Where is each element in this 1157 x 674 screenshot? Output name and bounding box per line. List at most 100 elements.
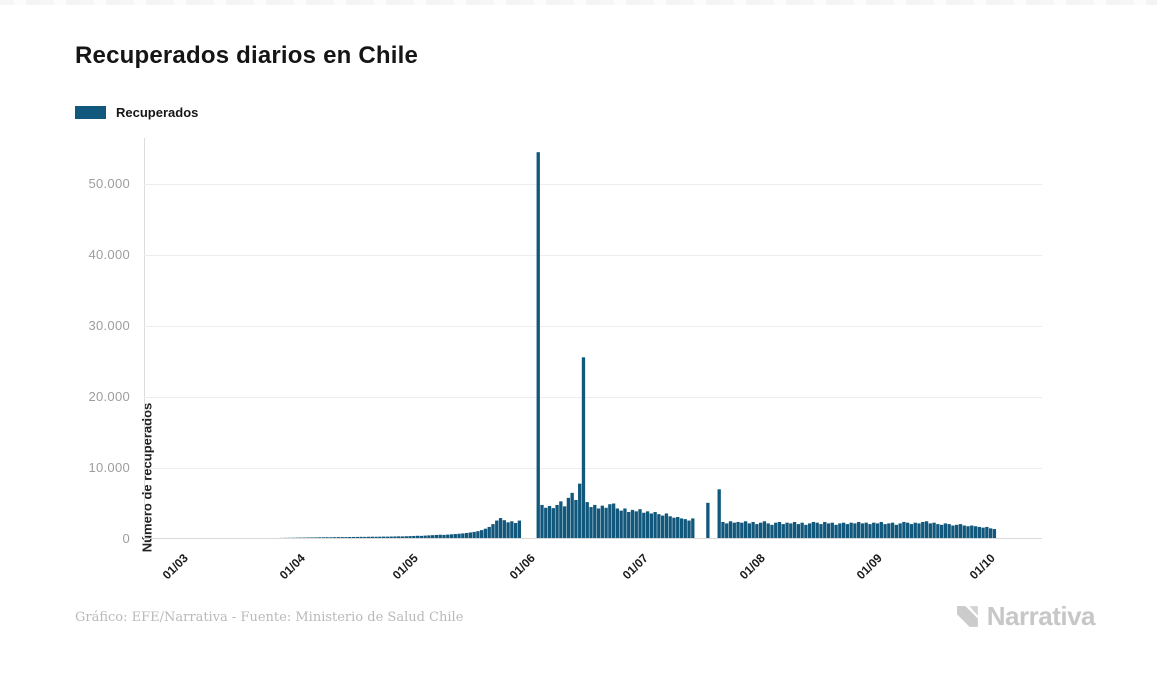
bar[interactable] xyxy=(781,524,785,539)
bar[interactable] xyxy=(378,536,382,539)
bar[interactable] xyxy=(943,523,948,539)
bar[interactable] xyxy=(517,520,522,539)
bar[interactable] xyxy=(860,523,865,539)
bar[interactable] xyxy=(955,524,959,539)
bar[interactable] xyxy=(645,511,650,539)
bar[interactable] xyxy=(464,532,469,539)
bar[interactable] xyxy=(634,511,638,539)
bar[interactable] xyxy=(434,534,439,539)
bar[interactable] xyxy=(774,522,778,539)
bar[interactable] xyxy=(879,521,883,539)
bar[interactable] xyxy=(540,504,544,539)
bar[interactable] xyxy=(736,521,740,539)
bar[interactable] xyxy=(562,506,567,539)
bar[interactable] xyxy=(906,522,910,539)
bar[interactable] xyxy=(476,531,480,539)
bar[interactable] xyxy=(928,523,932,539)
bar[interactable] xyxy=(676,517,680,539)
bar[interactable] xyxy=(890,522,895,539)
bar[interactable] xyxy=(921,521,925,539)
bar[interactable] xyxy=(393,536,397,539)
bar[interactable] xyxy=(725,523,729,539)
bar[interactable] xyxy=(792,521,797,539)
bar[interactable] xyxy=(672,517,676,539)
bar[interactable] xyxy=(427,535,431,539)
bar[interactable] xyxy=(811,521,816,539)
bar[interactable] xyxy=(849,522,853,539)
bar[interactable] xyxy=(442,534,446,539)
bar[interactable] xyxy=(894,524,899,539)
bar[interactable] xyxy=(351,536,356,539)
bar[interactable] xyxy=(483,528,488,539)
bar[interactable] xyxy=(985,526,989,539)
bar[interactable] xyxy=(755,524,759,539)
bar[interactable] xyxy=(453,534,457,539)
bar[interactable] xyxy=(740,522,744,539)
bar[interactable] xyxy=(898,523,902,539)
bar[interactable] xyxy=(796,524,801,539)
bar[interactable] xyxy=(808,523,812,539)
bar[interactable] xyxy=(668,516,672,539)
bar[interactable] xyxy=(883,524,887,539)
bar[interactable] xyxy=(578,483,582,539)
bar[interactable] xyxy=(366,536,371,539)
bar[interactable] xyxy=(660,515,665,539)
bar[interactable] xyxy=(638,509,642,539)
bar[interactable] xyxy=(472,531,476,539)
bar[interactable] xyxy=(370,536,375,539)
bar[interactable] xyxy=(762,521,767,539)
bar[interactable] xyxy=(981,527,985,539)
bar[interactable] xyxy=(970,525,974,539)
bar[interactable] xyxy=(823,521,827,539)
bar[interactable] xyxy=(653,512,657,539)
bar[interactable] xyxy=(544,507,548,539)
bar[interactable] xyxy=(574,499,578,539)
bar[interactable] xyxy=(498,518,503,539)
bar[interactable] xyxy=(423,535,427,539)
bar[interactable] xyxy=(570,492,574,539)
bar[interactable] xyxy=(951,525,955,539)
bar[interactable] xyxy=(815,522,819,539)
bar[interactable] xyxy=(547,506,552,539)
bar[interactable] xyxy=(608,504,612,539)
bar[interactable] xyxy=(611,503,616,539)
bar[interactable] xyxy=(992,529,997,539)
bar[interactable] xyxy=(789,523,793,539)
bar[interactable] xyxy=(868,524,872,539)
bar[interactable] xyxy=(604,507,608,539)
bar[interactable] xyxy=(419,535,424,539)
bar[interactable] xyxy=(819,524,823,539)
bar[interactable] xyxy=(446,534,450,539)
bar[interactable] xyxy=(627,512,631,539)
bar[interactable] xyxy=(589,507,593,539)
bar[interactable] xyxy=(382,536,386,539)
bar[interactable] xyxy=(902,521,906,539)
bar[interactable] xyxy=(988,528,993,539)
bar[interactable] xyxy=(359,536,363,539)
bar[interactable] xyxy=(510,521,514,539)
bar[interactable] xyxy=(355,536,359,539)
bar[interactable] xyxy=(766,523,770,539)
bar[interactable] xyxy=(596,508,601,539)
bar[interactable] xyxy=(857,521,861,539)
bar[interactable] xyxy=(721,521,725,539)
bar[interactable] xyxy=(480,530,484,539)
bar[interactable] xyxy=(404,536,408,539)
bar[interactable] xyxy=(717,489,721,539)
bar[interactable] xyxy=(551,508,555,539)
bar[interactable] xyxy=(845,524,850,539)
bar[interactable] xyxy=(751,521,755,539)
bar[interactable] xyxy=(875,523,880,539)
bar[interactable] xyxy=(431,535,435,539)
bar[interactable] xyxy=(363,536,367,539)
bar[interactable] xyxy=(559,501,563,539)
bar[interactable] xyxy=(438,534,442,539)
bar[interactable] xyxy=(513,523,518,539)
bar[interactable] xyxy=(804,524,808,539)
bar[interactable] xyxy=(385,536,390,539)
bar[interactable] xyxy=(732,522,736,539)
bar[interactable] xyxy=(841,522,846,539)
bar[interactable] xyxy=(872,522,876,539)
bar[interactable] xyxy=(747,523,752,539)
bar[interactable] xyxy=(581,357,586,539)
